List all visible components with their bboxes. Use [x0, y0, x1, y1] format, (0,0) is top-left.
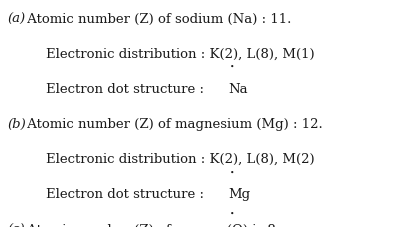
Text: •: •: [230, 210, 234, 218]
Text: Electron dot structure :: Electron dot structure :: [46, 188, 209, 201]
Text: Atomic number (Z) of oxygen (O) is 8.: Atomic number (Z) of oxygen (O) is 8.: [23, 224, 280, 227]
Text: Electronic distribution : K(2), L(8), M(2): Electronic distribution : K(2), L(8), M(…: [46, 153, 315, 166]
Text: (b): (b): [7, 118, 26, 131]
Text: (a): (a): [7, 12, 25, 25]
Text: Electron dot structure :: Electron dot structure :: [46, 83, 209, 96]
Text: Mg: Mg: [229, 188, 251, 201]
Text: •: •: [230, 63, 234, 71]
Text: •: •: [230, 168, 234, 176]
Text: Electronic distribution : K(2), L(8), M(1): Electronic distribution : K(2), L(8), M(…: [46, 48, 315, 61]
Text: Atomic number (Z) of magnesium (Mg) : 12.: Atomic number (Z) of magnesium (Mg) : 12…: [23, 118, 323, 131]
Text: (c): (c): [7, 224, 25, 227]
Text: Na: Na: [229, 83, 248, 96]
Text: Atomic number (Z) of sodium (Na) : 11.: Atomic number (Z) of sodium (Na) : 11.: [23, 12, 292, 25]
